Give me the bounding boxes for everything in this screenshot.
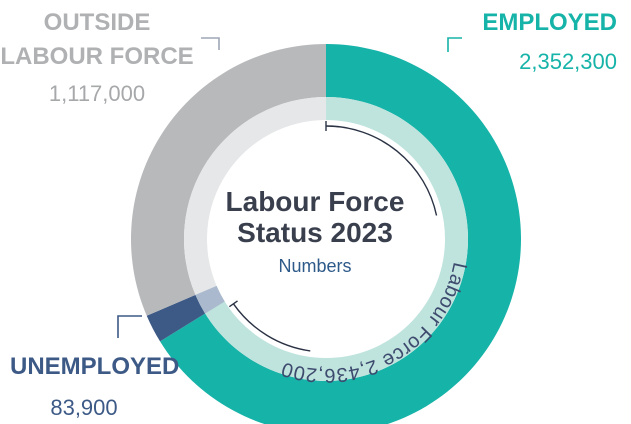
value-employed: 2,352,300 [519, 49, 617, 74]
chart-title-line1: Labour Force [226, 186, 405, 217]
chart-title-line2: Status 2023 [237, 217, 393, 248]
labour-force-brackets [228, 121, 438, 352]
inner-ring-outside [184, 97, 326, 295]
bracket-arc-bottom [232, 303, 311, 352]
slice-unemployed [146, 294, 206, 342]
slice-employed [160, 44, 521, 424]
connector-unemployed [117, 315, 142, 338]
value-unemployed: 83,900 [50, 395, 117, 420]
connector-employed [447, 37, 462, 52]
inner-ring [184, 97, 468, 381]
inner-ring-unemployed [195, 285, 225, 314]
label-employed: EMPLOYED [482, 9, 617, 36]
label-outside-line1: OUTSIDE [44, 9, 151, 36]
label-outside-line2: LABOUR FORCE [0, 43, 193, 70]
value-outside: 1,117,000 [49, 81, 145, 106]
label-connectors [117, 37, 462, 338]
outer-ring [131, 44, 521, 424]
bracket-tick-bottom [228, 300, 238, 308]
label-unemployed: UNEMPLOYED [10, 353, 179, 380]
chart-subtitle: Numbers [278, 256, 351, 276]
center-fill [225, 138, 427, 340]
slice-outside-labour-force [131, 44, 326, 316]
connector-outside [201, 37, 220, 50]
bracket-arc-top [325, 125, 438, 216]
